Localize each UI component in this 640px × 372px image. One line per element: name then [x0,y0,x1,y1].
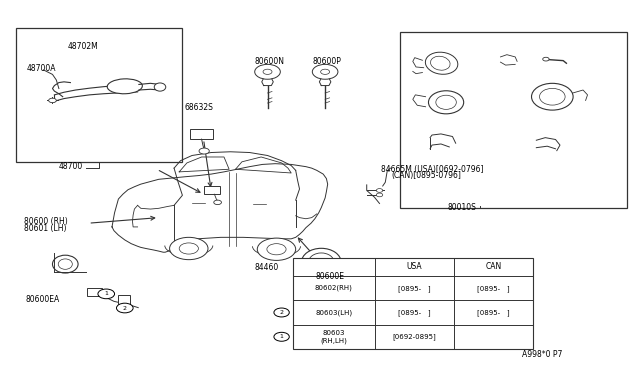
Ellipse shape [308,253,334,272]
Text: 80600P: 80600P [312,57,341,66]
Text: [0895-   ]: [0895- ] [477,285,510,292]
Circle shape [312,64,338,79]
Text: [0895-   ]: [0895- ] [398,309,431,316]
Text: 84665M (USA)[0692-0796]: 84665M (USA)[0692-0796] [381,165,483,174]
Text: 2: 2 [123,305,127,311]
Bar [190,129,213,139]
Text: 80603
(RH,LH): 80603 (RH,LH) [321,330,348,344]
Text: A998*0 P7: A998*0 P7 [522,350,562,359]
Text: 1: 1 [280,334,284,339]
Circle shape [199,148,209,154]
Ellipse shape [531,83,573,110]
Text: [0895-   ]: [0895- ] [477,309,510,316]
Ellipse shape [108,79,142,94]
Text: 68632S: 68632S [184,103,213,112]
Text: 48700A: 48700A [27,64,56,73]
Bar [204,186,220,194]
Circle shape [98,289,115,299]
Text: [0692-0895]: [0692-0895] [392,333,436,340]
Text: 80600EA: 80600EA [26,295,60,304]
Circle shape [179,243,198,254]
Circle shape [376,193,383,197]
Circle shape [274,332,289,341]
Ellipse shape [301,248,341,276]
Circle shape [49,98,56,103]
Ellipse shape [58,259,72,269]
Text: 48702M: 48702M [67,42,98,51]
Circle shape [263,69,272,74]
Text: 80601 (LH): 80601 (LH) [24,224,67,233]
Circle shape [376,189,383,192]
Circle shape [214,200,221,205]
Text: 80600E: 80600E [316,272,344,280]
Bar [400,32,627,208]
Ellipse shape [429,91,463,114]
Text: 48700: 48700 [59,162,83,171]
Text: [0895-   ]: [0895- ] [398,285,431,292]
Circle shape [257,238,296,260]
Text: 80600N: 80600N [255,57,285,66]
Ellipse shape [436,95,456,109]
Ellipse shape [426,52,458,74]
Text: CAN: CAN [485,262,502,272]
Circle shape [543,57,549,61]
Text: 80603(LH): 80603(LH) [316,309,353,316]
Ellipse shape [52,255,78,273]
Text: 80602(RH): 80602(RH) [315,285,353,291]
Text: 80010S: 80010S [448,203,477,212]
Circle shape [267,244,286,255]
Bar [293,258,533,349]
Text: 2: 2 [280,310,284,315]
Text: (CAN)[0895-0796]: (CAN)[0895-0796] [392,171,461,180]
Bar [16,28,182,162]
Bar [87,288,102,296]
Bar [118,295,130,304]
Ellipse shape [431,56,450,70]
Text: 80600 (RH): 80600 (RH) [24,217,68,226]
Text: 84460: 84460 [255,263,279,272]
Circle shape [321,69,330,74]
Circle shape [116,303,133,313]
Circle shape [274,308,289,317]
Circle shape [255,64,280,79]
Ellipse shape [154,83,166,91]
Ellipse shape [540,89,565,105]
Text: USA: USA [406,262,422,272]
Circle shape [170,237,208,260]
Text: 1: 1 [104,291,108,296]
